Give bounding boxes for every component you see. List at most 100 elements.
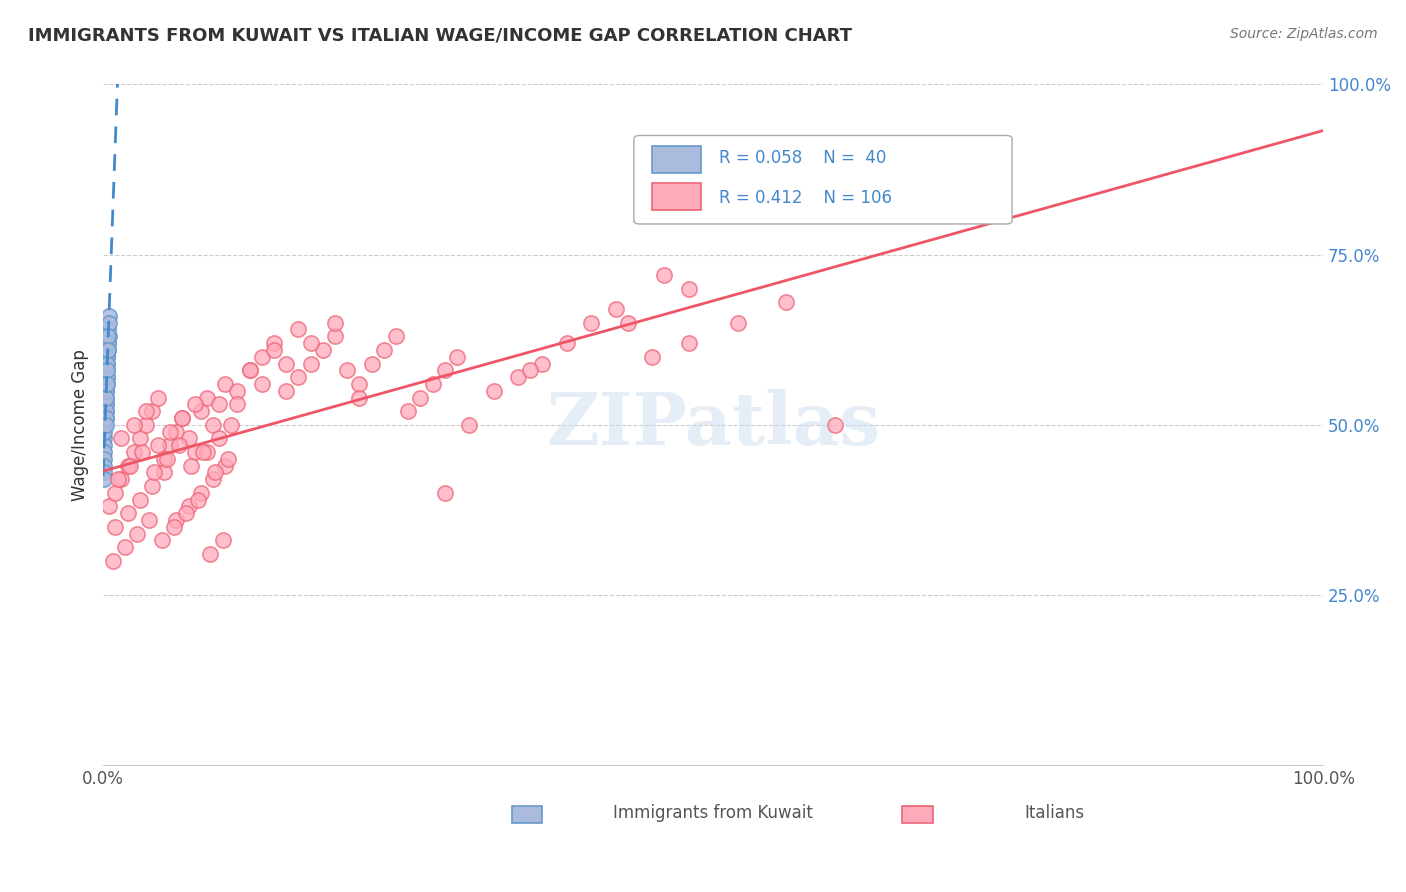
Point [446, 350, 468, 364]
Point [299, 357, 322, 371]
Point [214, 458, 236, 473]
Point [458, 417, 481, 432]
Point [172, 411, 194, 425]
Point [678, 336, 700, 351]
Point [165, 425, 187, 439]
Point [349, 376, 371, 391]
Text: Immigrants from Kuwait: Immigrants from Kuwait [613, 804, 813, 822]
Point [127, 526, 149, 541]
Point [98, 309, 121, 323]
Point [195, 391, 218, 405]
Text: ZIPatlas: ZIPatlas [546, 389, 880, 460]
Point [323, 316, 346, 330]
Text: R = 0.058    N =  40: R = 0.058 N = 40 [720, 149, 887, 167]
Point [93, 425, 115, 439]
Point [555, 336, 578, 351]
Point [146, 391, 169, 405]
Point [97, 336, 120, 351]
Point [97, 322, 120, 336]
Point [195, 445, 218, 459]
Point [396, 404, 419, 418]
Point [96, 363, 118, 377]
Point [204, 466, 226, 480]
Point [824, 417, 846, 432]
Point [94, 363, 117, 377]
Point [775, 295, 797, 310]
Point [409, 391, 432, 405]
Point [94, 384, 117, 398]
Text: IMMIGRANTS FROM KUWAIT VS ITALIAN WAGE/INCOME GAP CORRELATION CHART: IMMIGRANTS FROM KUWAIT VS ITALIAN WAGE/I… [28, 27, 852, 45]
Point [165, 513, 187, 527]
Point [201, 417, 224, 432]
Point [93, 466, 115, 480]
Point [117, 506, 139, 520]
FancyBboxPatch shape [634, 136, 1012, 224]
Point [93, 438, 115, 452]
Point [263, 343, 285, 357]
Point [135, 417, 157, 432]
Point [238, 363, 260, 377]
Point [531, 357, 554, 371]
Point [141, 479, 163, 493]
Point [93, 472, 115, 486]
Point [143, 466, 166, 480]
Point [506, 370, 529, 384]
Point [422, 376, 444, 391]
Point [93, 451, 115, 466]
Point [110, 472, 132, 486]
Point [94, 391, 117, 405]
Point [101, 554, 124, 568]
Point [177, 431, 200, 445]
Point [94, 411, 117, 425]
Point [208, 397, 231, 411]
Point [616, 316, 638, 330]
Point [159, 425, 181, 439]
Point [93, 431, 115, 445]
Point [238, 363, 260, 377]
Point [146, 438, 169, 452]
Point [94, 397, 117, 411]
Point [433, 486, 456, 500]
Point [183, 397, 205, 411]
Text: R = 0.412    N = 106: R = 0.412 N = 106 [720, 189, 893, 207]
Point [128, 492, 150, 507]
Point [360, 357, 382, 371]
Point [323, 329, 346, 343]
Point [94, 417, 117, 432]
Point [201, 472, 224, 486]
Point [180, 458, 202, 473]
Point [287, 370, 309, 384]
Point [114, 541, 136, 555]
Point [276, 384, 298, 398]
Text: Source: ZipAtlas.com: Source: ZipAtlas.com [1230, 27, 1378, 41]
Point [214, 376, 236, 391]
Point [433, 363, 456, 377]
Point [208, 431, 231, 445]
Point [150, 533, 173, 548]
Point [98, 316, 121, 330]
Point [217, 451, 239, 466]
Point [96, 370, 118, 384]
Point [336, 363, 359, 377]
Point [98, 500, 121, 514]
Point [93, 458, 115, 473]
Point [141, 404, 163, 418]
Point [96, 376, 118, 391]
Bar [652, 145, 702, 173]
Point [153, 466, 176, 480]
Point [96, 357, 118, 371]
Point [117, 458, 139, 473]
Point [96, 376, 118, 391]
Point [96, 363, 118, 377]
Point [190, 486, 212, 500]
Point [93, 445, 115, 459]
Point [122, 417, 145, 432]
Point [97, 343, 120, 357]
Point [287, 322, 309, 336]
Bar [903, 806, 932, 823]
Point [579, 316, 602, 330]
Point [605, 301, 627, 316]
Point [263, 336, 285, 351]
Point [104, 486, 127, 500]
Point [349, 391, 371, 405]
